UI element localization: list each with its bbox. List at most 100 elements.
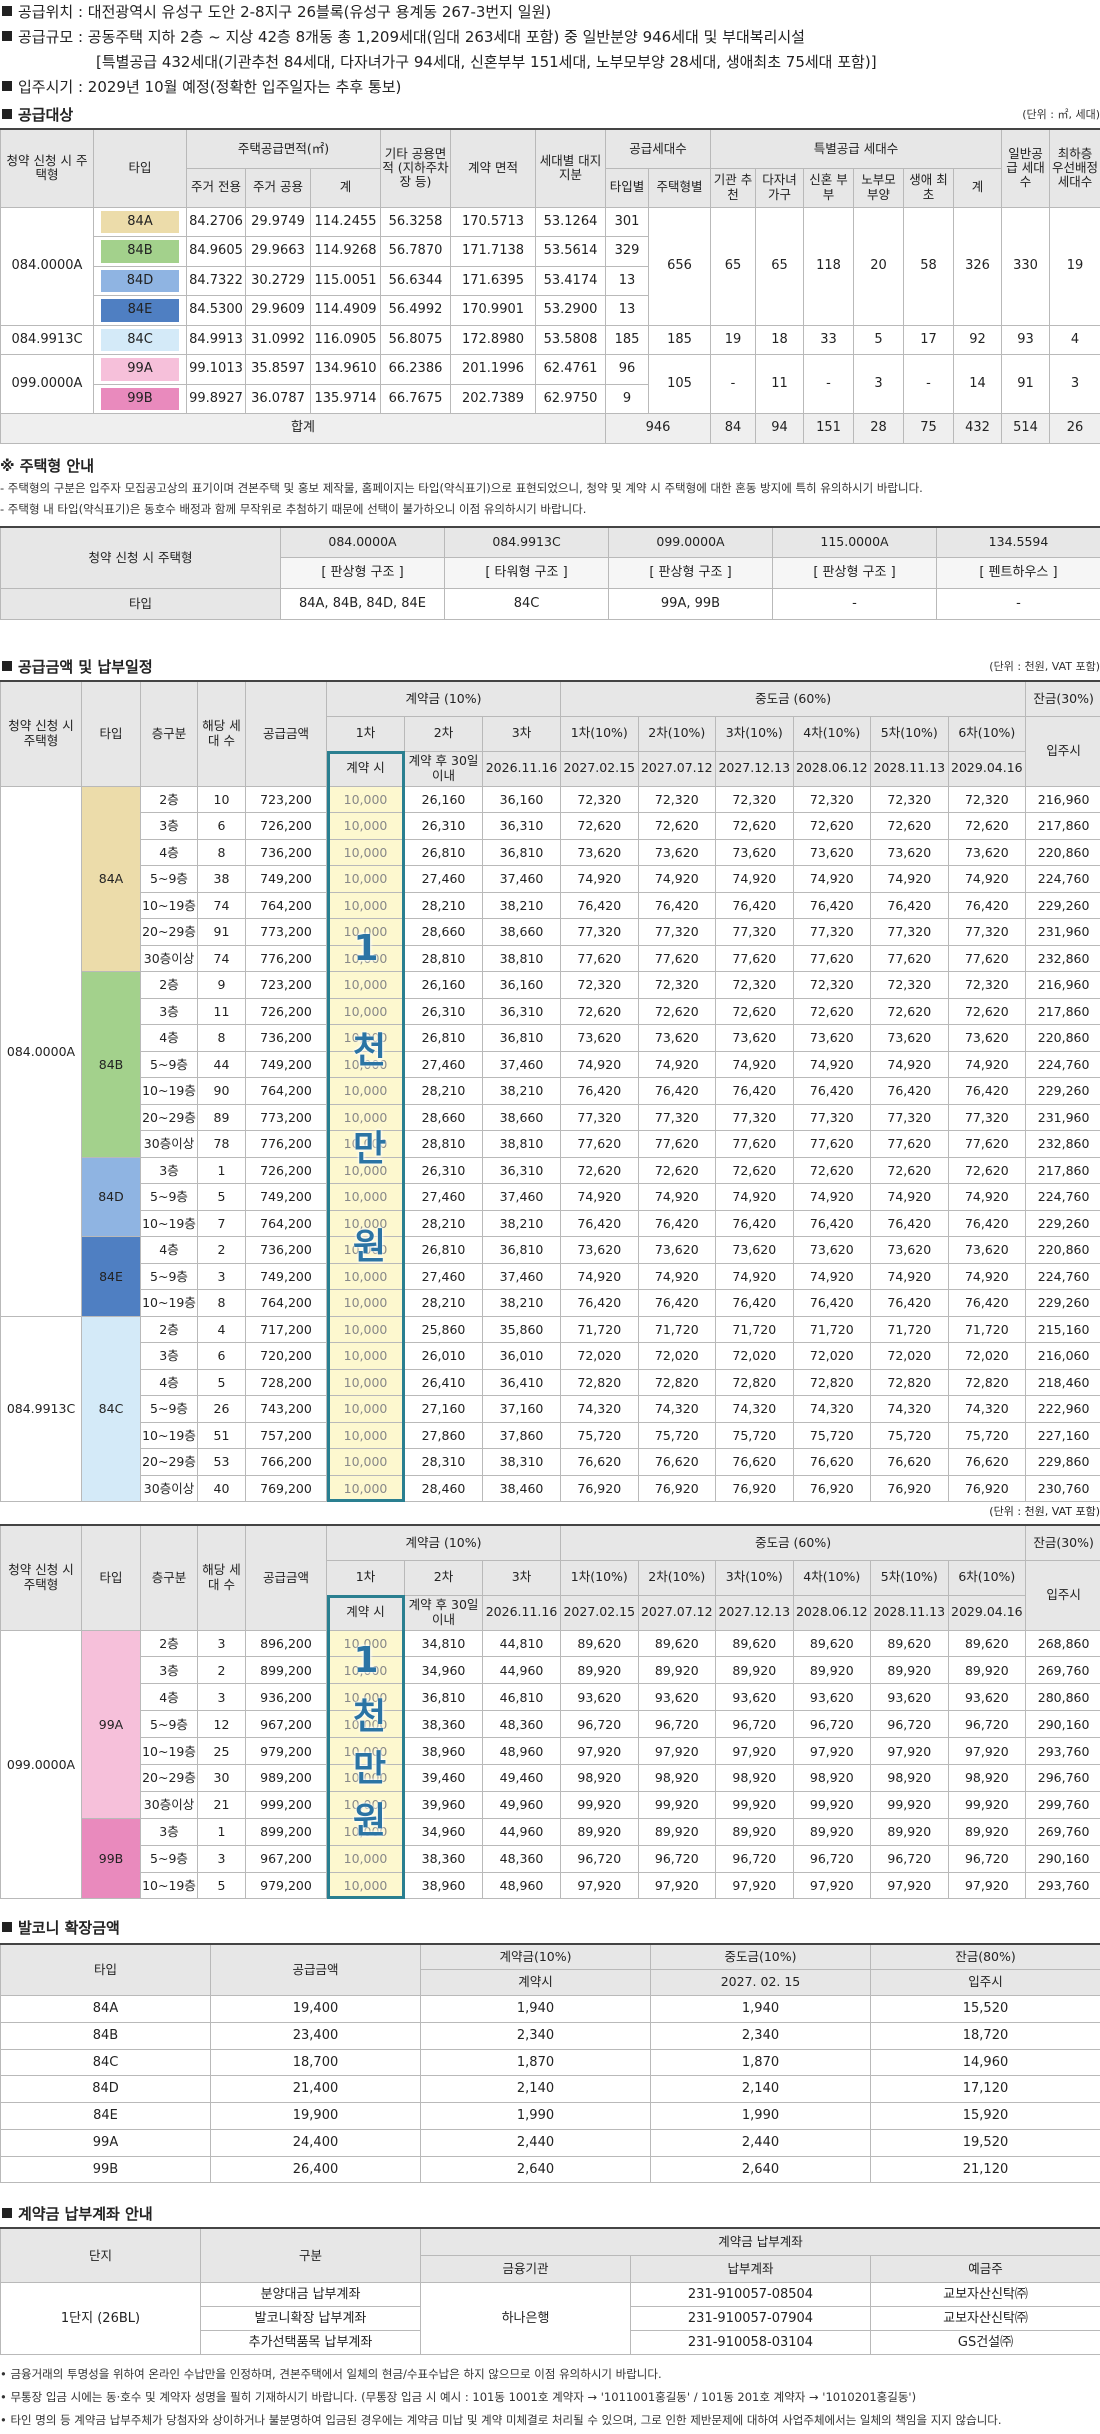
header-cell: 2028.11.13 bbox=[870, 1594, 949, 1631]
value-cell: 726,200 bbox=[245, 1156, 327, 1184]
value-cell: 26,810 bbox=[404, 838, 483, 866]
total-value: 946 bbox=[604, 413, 712, 444]
value-cell: 37,860 bbox=[481, 1421, 562, 1449]
value-cell: 299,760 bbox=[1025, 1790, 1100, 1819]
value-cell: 72,620 bbox=[792, 997, 872, 1025]
value-cell: 38 bbox=[197, 865, 246, 893]
value-cell: 4층 bbox=[140, 838, 198, 866]
value-cell: 65 bbox=[710, 206, 757, 326]
table-wrap: 청약 신청 시 주택형 084.0000A 084.9913C 099.0000A 11… bbox=[0, 525, 1100, 620]
value-cell: 10,000 bbox=[326, 865, 405, 893]
total-value: 514 bbox=[1001, 413, 1051, 444]
value-cell: 72,820 bbox=[560, 1368, 639, 1396]
value-cell: 10,000 bbox=[326, 1790, 405, 1819]
value-cell: 1,990 bbox=[650, 2102, 871, 2130]
value-cell: 21,120 bbox=[870, 2155, 1100, 2184]
value-cell: 10~19층 bbox=[140, 891, 198, 919]
value-cell: 44,960 bbox=[481, 1656, 562, 1685]
value-cell: 89,920 bbox=[792, 1817, 872, 1846]
value-cell: 39,960 bbox=[404, 1790, 483, 1819]
note: • 무통장 입금 시에는 동·호수 및 계약자 성명을 필히 기재하시기 바랍니… bbox=[0, 2389, 917, 2404]
value-cell: 222,960 bbox=[1025, 1395, 1100, 1423]
account-table: 단지 구분 계약금 납부계좌 금융기관 납부계좌 예금주 1단지 (26BL) 분양대금 납부… bbox=[0, 2227, 1100, 2355]
value-cell: 220,860 bbox=[1025, 838, 1100, 866]
value-cell: 9 bbox=[605, 383, 649, 414]
value-cell: 76,620 bbox=[560, 1448, 639, 1476]
value-cell: 96,720 bbox=[947, 1844, 1027, 1873]
table-row: 3층 2 899,200 10,000 34,960 44,960 89,920 89,920… bbox=[1, 1656, 1100, 1685]
value-cell: 34,960 bbox=[404, 1656, 483, 1685]
value-cell: 99,920 bbox=[870, 1790, 949, 1819]
value-cell: 2,140 bbox=[650, 2075, 871, 2104]
value-cell: 15,520 bbox=[870, 1994, 1100, 2023]
header-cell: 2027.02.15 bbox=[560, 750, 639, 787]
value-cell: 76,420 bbox=[715, 1289, 794, 1317]
header-cell: 구분 bbox=[200, 2227, 421, 2283]
type-cell: 84C bbox=[93, 324, 187, 355]
value-cell: 3층 bbox=[140, 1817, 198, 1846]
table-wrap: 청약 신청 시 주택형 타입 주택공급면적(㎡) 기타 공용면적 (지하주차장 등) 계… bbox=[0, 128, 1100, 444]
header-cell: 세대별 대지지분 bbox=[535, 128, 606, 208]
value-cell: 10,000 bbox=[326, 1103, 405, 1131]
notes: • 금융거래의 투명성을 위하여 온라인 수납만을 인정하며, 견본주택에서 일… bbox=[0, 2363, 1100, 2432]
table-row: 추가선택품목 납부계좌 231-910058-03104 GS건설㈜ bbox=[1, 2329, 1100, 2355]
value-cell: 329 bbox=[605, 236, 649, 267]
header-cell: 신혼 부부 bbox=[803, 167, 855, 208]
value-cell: 96,720 bbox=[870, 1710, 949, 1739]
value-cell: 89,920 bbox=[870, 1817, 949, 1846]
value-cell: 229,260 bbox=[1025, 1077, 1100, 1105]
value-cell: 74,920 bbox=[560, 1262, 639, 1290]
table-row: 20~29층 89 773,200 10,000 28,660 38,660 77,320 7… bbox=[1, 1103, 1100, 1131]
value-cell: 202.7389 bbox=[450, 383, 536, 414]
value-cell: 216,960 bbox=[1025, 785, 1100, 813]
value-cell: 231,960 bbox=[1025, 1103, 1100, 1131]
value-cell: 72,020 bbox=[637, 1342, 717, 1370]
header-cell: 납부계좌 bbox=[630, 2254, 871, 2283]
table-row: 84B 84.9605 29.9663 114.9268 56.7870 171.7138… bbox=[1, 236, 1100, 267]
value-cell: 77,620 bbox=[637, 944, 717, 972]
value-cell: 114.9268 bbox=[310, 236, 381, 267]
value-cell: 764,200 bbox=[245, 891, 327, 919]
value-cell: 89,920 bbox=[870, 1656, 949, 1685]
value-cell: 232,860 bbox=[1025, 1130, 1100, 1158]
total-value: 432 bbox=[953, 413, 1003, 444]
value-cell: 76,620 bbox=[792, 1448, 872, 1476]
value-cell: 76,620 bbox=[715, 1448, 794, 1476]
type-cell: 84B bbox=[0, 2021, 211, 2050]
value-cell: 268,860 bbox=[1025, 1629, 1100, 1658]
value-cell: 28,660 bbox=[404, 918, 483, 946]
table-row: 20~29층 30 989,200 10,000 39,460 49,460 98,920 9… bbox=[1, 1763, 1100, 1792]
value-cell: 48,960 bbox=[481, 1871, 562, 1900]
value-cell: 77,320 bbox=[637, 1103, 717, 1131]
type-cell: 99A bbox=[0, 2128, 211, 2157]
value-cell: 72,320 bbox=[870, 785, 949, 813]
value-cell: 10,000 bbox=[326, 1871, 405, 1900]
total-value: 94 bbox=[755, 413, 805, 444]
value-cell: 74 bbox=[197, 944, 246, 972]
value-cell: 2,340 bbox=[650, 2021, 871, 2050]
table-row: 계약 시 계약 후 30일 이내 2026.11.16 2027.02.15 2027.… bbox=[1, 750, 1100, 787]
structure-cell: [ 판상형 구조 ] bbox=[280, 557, 445, 589]
header-cell: 노부모 부양 bbox=[853, 167, 905, 208]
table-row: 3층 6 726,200 10,000 26,310 36,310 72,620 72,620… bbox=[1, 812, 1100, 840]
table-row: 099.0000A 99A 2층 3 896,200 10,000 34,810 44,810… bbox=[0, 1629, 1100, 1900]
header-cell: 주거 전용 bbox=[186, 167, 246, 208]
account-cell: 231-910057-08504 bbox=[630, 2281, 871, 2307]
value-cell: 10,000 bbox=[326, 1209, 405, 1237]
value-cell: 73,620 bbox=[637, 838, 717, 866]
value-cell: 76,420 bbox=[637, 1289, 717, 1317]
value-cell: 29.9609 bbox=[245, 295, 311, 326]
value-cell: 18,720 bbox=[870, 2021, 1100, 2050]
table-row: 타입 공급금액 계약금(10%) 중도금(10%) 잔금(80%) bbox=[0, 1943, 1100, 1996]
value-cell: 5~9층 bbox=[140, 1710, 198, 1739]
value-cell: 979,200 bbox=[245, 1871, 327, 1900]
value-cell: 749,200 bbox=[245, 1183, 327, 1211]
value-cell: 76,420 bbox=[560, 891, 639, 919]
value-cell: 53.4174 bbox=[535, 265, 606, 296]
table-row: 5~9층 38 749,200 10,000 27,460 37,460 74,920 74,… bbox=[1, 865, 1100, 893]
value-cell: 77,320 bbox=[792, 1103, 872, 1131]
header-cell: 2차(10%) bbox=[637, 1559, 717, 1596]
header-cell: 3차(10%) bbox=[715, 715, 794, 752]
value-cell: 77,620 bbox=[947, 944, 1027, 972]
value-cell: 171.6395 bbox=[450, 265, 536, 296]
